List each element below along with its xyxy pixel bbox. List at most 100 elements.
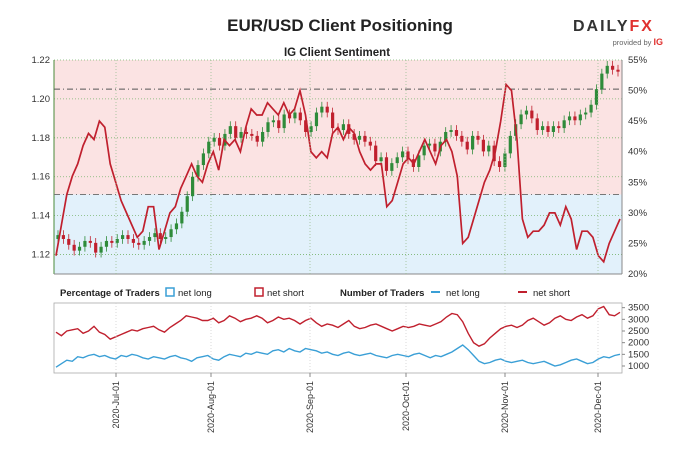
price-candle (449, 130, 453, 132)
net-short-count-line (55, 305, 621, 347)
price-candle (244, 131, 249, 134)
price-candle (331, 112, 335, 129)
price-candle (325, 106, 329, 113)
chart-legend: Percentage of Traders net long net short… (60, 287, 570, 299)
price-candle (185, 196, 189, 212)
legend-pct-short-swatch (254, 287, 264, 297)
legend-num-long: net long (446, 288, 480, 299)
price-candle (110, 240, 114, 243)
logo-wordmark: DAILYFX (573, 18, 663, 36)
lower-panel-frame (53, 302, 623, 374)
price-candle (406, 151, 410, 160)
price-candle (616, 69, 620, 72)
price-candle (164, 237, 168, 239)
month-tick-label: 2020-Dec-01 (593, 381, 603, 433)
month-tick-label: 2020-Nov-01 (500, 381, 510, 433)
price-candle (578, 114, 582, 121)
price-candle (379, 157, 383, 162)
price-candle (207, 141, 211, 154)
price-candle (417, 155, 421, 167)
price-candle (147, 237, 152, 241)
count-tick-label: 1000 (628, 361, 649, 372)
price-candle (126, 235, 130, 239)
month-tick-label: 2020-Jul-01 (111, 381, 121, 429)
price-candle (67, 238, 71, 245)
price-candle (56, 235, 60, 239)
price-sentiment-panel: 1.12 1.14 1.16 1.18 1.20 1.22 20% 25% 30% 35% 40% 4… (32, 55, 648, 280)
price-tick-label: 1.14 (32, 211, 51, 222)
logo-provided-text: provided by (612, 38, 652, 47)
chart-subtitle: IG Client Sentiment (283, 47, 391, 59)
price-tick-label: 1.12 (32, 250, 51, 261)
price-candle (239, 131, 243, 138)
count-tick-label: 3000 (628, 314, 649, 325)
net-long-count-line (55, 344, 621, 368)
dailyfx-logo: DAILYFX provided by IG (573, 18, 663, 47)
price-candle (481, 139, 485, 152)
price-candle (271, 120, 275, 123)
count-tick-label: 2500 (628, 326, 649, 337)
price-candle (277, 120, 281, 129)
legend-num-short: net short (533, 288, 570, 299)
date-axis: 2020-Jul-01 2020-Aug-01 2020-Sep-01 2020-Oc… (111, 60, 603, 433)
price-candle (298, 112, 302, 121)
price-tick-label: 1.22 (32, 55, 51, 66)
price-candle (562, 120, 566, 129)
price-candle (169, 229, 173, 238)
price-candle (158, 233, 162, 239)
price-candle (94, 242, 98, 253)
price-candle (352, 133, 356, 140)
price-candle (314, 112, 319, 127)
price-candle (137, 242, 141, 245)
price-candle (255, 135, 259, 142)
price-candle (309, 126, 313, 132)
price-candle (471, 135, 475, 150)
price-candle (121, 235, 125, 239)
price-candle (115, 238, 119, 243)
price-candle (541, 126, 545, 131)
logo-provided-by: provided by IG (573, 37, 663, 47)
legend-pct-long-swatch (165, 287, 175, 297)
price-candle (605, 65, 609, 74)
price-candle (573, 116, 577, 121)
price-candle (357, 135, 362, 140)
price-candle (99, 246, 103, 253)
price-candle (83, 240, 87, 247)
net-short-pct-line (55, 82, 621, 264)
month-tick-label: 2020-Sep-01 (305, 381, 315, 433)
price-candle (234, 126, 238, 138)
pct-tick-label: 50% (628, 86, 648, 97)
logo-fx: FX (629, 18, 654, 35)
price-candle (196, 165, 200, 177)
price-candle (88, 240, 92, 243)
price-candle (201, 153, 205, 166)
count-tick-label: 1500 (628, 349, 649, 360)
legend-pct-long: net long (178, 288, 212, 299)
price-candle (341, 124, 345, 131)
chart-title: EUR/USD Client Positioning (227, 16, 453, 35)
price-candle (374, 145, 378, 162)
price-candle (476, 135, 480, 140)
pct-tick-label: 25% (628, 238, 648, 249)
price-candle (546, 126, 550, 132)
logo-ig: IG (653, 37, 663, 47)
pct-tick-label: 45% (628, 116, 648, 127)
price-candle (77, 246, 82, 251)
price-candle (465, 141, 469, 150)
price-candle (250, 133, 254, 136)
price-candle (557, 126, 561, 129)
price-candle (320, 106, 324, 113)
logo-daily: DAILY (573, 18, 630, 35)
price-candle (142, 240, 146, 245)
price-candle (395, 157, 399, 164)
price-candle (519, 114, 523, 125)
price-candle (487, 145, 491, 152)
price-candle (454, 130, 459, 136)
price-candle (433, 143, 437, 152)
price-candle (535, 118, 539, 131)
price-candle (72, 244, 76, 251)
price-candle (368, 141, 372, 146)
price-candle (530, 110, 534, 119)
price-candle (524, 110, 529, 115)
